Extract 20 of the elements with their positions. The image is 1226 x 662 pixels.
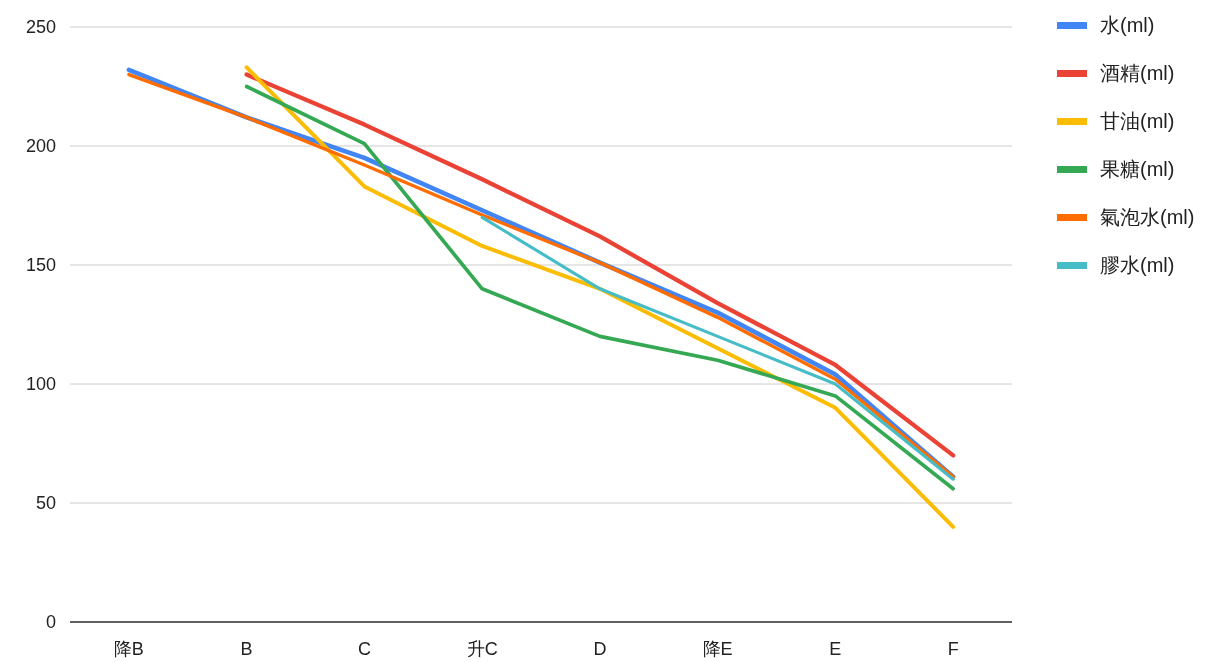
legend-label: 膠水(ml) (1100, 254, 1175, 276)
x-tick-label: B (240, 639, 253, 659)
legend-label: 果糖(ml) (1100, 158, 1175, 180)
y-tick-label: 100 (25, 374, 56, 394)
legend-label: 酒精(ml) (1100, 62, 1175, 84)
legend-label: 氣泡水(ml) (1100, 206, 1195, 228)
y-tick-label: 50 (35, 493, 56, 513)
x-tick-label: C (357, 639, 371, 659)
y-tick-label: 0 (45, 612, 56, 632)
legend-label: 甘油(ml) (1100, 110, 1175, 132)
y-tick-label: 200 (25, 136, 56, 156)
x-tick-label: 降B (113, 639, 144, 659)
y-tick-label: 250 (25, 17, 56, 37)
legend-label: 水(ml) (1100, 14, 1155, 36)
x-tick-label: F (947, 639, 959, 659)
x-tick-label: D (593, 639, 607, 659)
y-tick-label: 150 (25, 255, 56, 275)
x-tick-label: 降E (702, 639, 733, 659)
x-tick-label: E (829, 639, 842, 659)
x-tick-label: 升C (466, 639, 498, 659)
